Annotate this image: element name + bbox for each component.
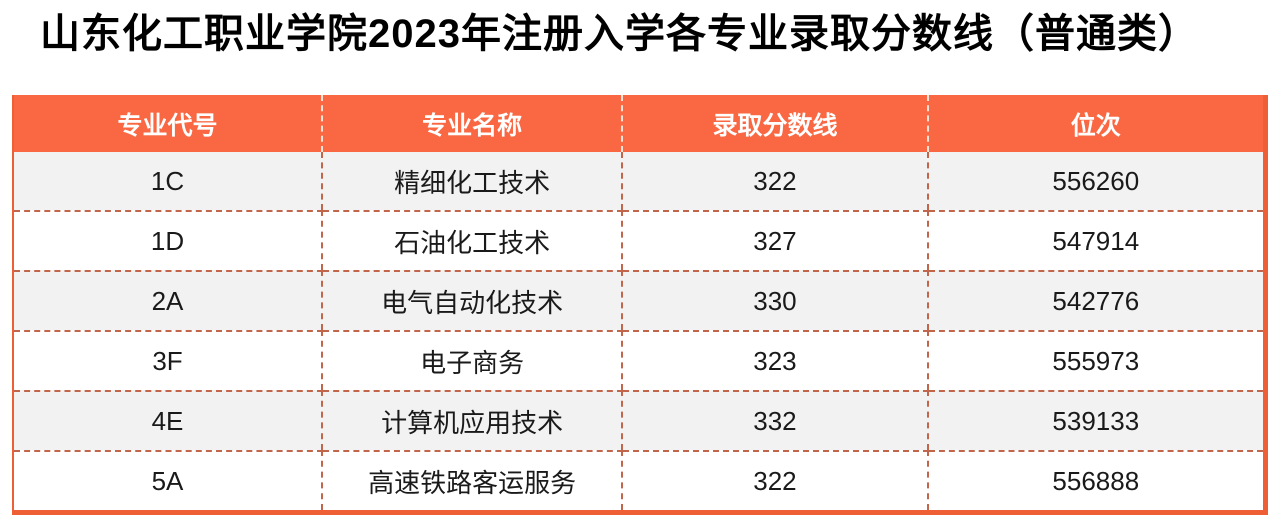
cell-score: 327: [623, 210, 929, 270]
cell-score: 330: [623, 270, 929, 330]
cell-rank: 556888: [928, 450, 1263, 510]
cell-score: 332: [623, 390, 929, 450]
cell-score: 323: [623, 330, 929, 390]
column-header-name: 专业名称: [323, 95, 624, 152]
column-header-rank: 位次: [928, 95, 1263, 152]
cell-name: 高速铁路客运服务: [323, 450, 624, 510]
table-header: 专业代号 专业名称 录取分数线 位次: [14, 95, 1263, 152]
header-row: 专业代号 专业名称 录取分数线 位次: [14, 95, 1263, 152]
cell-code: 2A: [14, 270, 324, 330]
cell-rank: 555973: [928, 330, 1263, 390]
cell-score: 322: [623, 152, 929, 210]
table-row: 1D 石油化工技术 327 547914: [14, 210, 1263, 270]
cell-name: 计算机应用技术: [323, 390, 624, 450]
table-row: 5A 高速铁路客运服务 322 556888: [14, 450, 1263, 510]
cell-rank: 539133: [928, 390, 1263, 450]
table-row: 3F 电子商务 323 555973: [14, 330, 1263, 390]
cell-code: 3F: [14, 330, 324, 390]
cell-rank: 556260: [928, 152, 1263, 210]
cell-name: 精细化工技术: [323, 152, 624, 210]
column-header-code: 专业代号: [14, 95, 324, 152]
column-header-score: 录取分数线: [623, 95, 929, 152]
cell-rank: 547914: [928, 210, 1263, 270]
table-body: 1C 精细化工技术 322 556260 1D 石油化工技术 327 547914 2A 电气自动…: [14, 152, 1263, 510]
admission-score-table: 专业代号 专业名称 录取分数线 位次 1C 精细化工技术 322 556260 1D 石油化工技…: [12, 95, 1268, 515]
cell-rank: 542776: [928, 270, 1263, 330]
score-table-container: 专业代号 专业名称 录取分数线 位次 1C 精细化工技术 322 556260 1D 石油化工技…: [12, 95, 1284, 515]
table-row: 2A 电气自动化技术 330 542776: [14, 270, 1263, 330]
cell-code: 4E: [14, 390, 324, 450]
cell-score: 322: [623, 450, 929, 510]
cell-name: 电气自动化技术: [323, 270, 624, 330]
cell-code: 1D: [14, 210, 324, 270]
cell-name: 石油化工技术: [323, 210, 624, 270]
cell-code: 5A: [14, 450, 324, 510]
table-row: 1C 精细化工技术 322 556260: [14, 152, 1263, 210]
cell-name: 电子商务: [323, 330, 624, 390]
cell-code: 1C: [14, 152, 324, 210]
page-title: 山东化工职业学院2023年注册入学各专业录取分数线（普通类）: [40, 12, 1199, 56]
table-row: 4E 计算机应用技术 332 539133: [14, 390, 1263, 450]
